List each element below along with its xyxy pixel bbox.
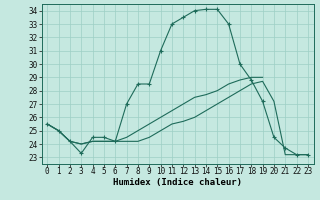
X-axis label: Humidex (Indice chaleur): Humidex (Indice chaleur) xyxy=(113,178,242,187)
